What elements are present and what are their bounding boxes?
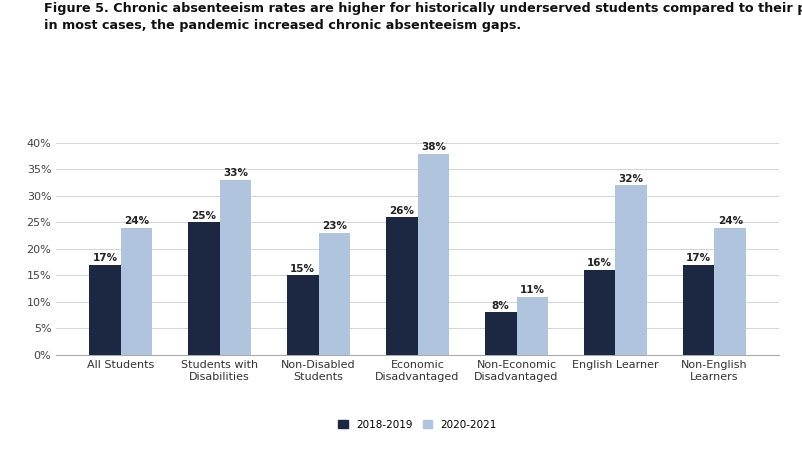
Bar <box>318 233 350 355</box>
Text: 17%: 17% <box>92 253 117 263</box>
Text: 38%: 38% <box>420 142 445 152</box>
Text: 32%: 32% <box>618 174 643 184</box>
Text: 24%: 24% <box>717 216 742 226</box>
Text: 24%: 24% <box>124 216 149 226</box>
Text: 15%: 15% <box>290 264 315 274</box>
Bar <box>386 217 417 355</box>
Text: 23%: 23% <box>322 221 346 231</box>
Bar <box>89 265 120 355</box>
Bar <box>484 312 516 355</box>
Bar <box>188 222 220 355</box>
Bar <box>583 270 614 355</box>
Text: 33%: 33% <box>223 168 248 178</box>
Text: 26%: 26% <box>389 206 414 216</box>
Bar <box>516 297 548 355</box>
Bar <box>220 180 251 355</box>
Text: 8%: 8% <box>491 301 509 311</box>
Bar <box>682 265 714 355</box>
Text: 16%: 16% <box>586 258 611 269</box>
Bar <box>714 228 745 355</box>
Bar <box>614 185 646 355</box>
Text: 17%: 17% <box>685 253 711 263</box>
Legend: 2018-2019, 2020-2021: 2018-2019, 2020-2021 <box>334 416 500 434</box>
Bar <box>120 228 152 355</box>
Bar <box>286 275 318 355</box>
Text: Figure 5. Chronic absenteeism rates are higher for historically underserved stud: Figure 5. Chronic absenteeism rates are … <box>44 2 802 32</box>
Bar <box>417 154 448 355</box>
Text: 11%: 11% <box>519 285 545 295</box>
Text: 25%: 25% <box>191 211 216 221</box>
